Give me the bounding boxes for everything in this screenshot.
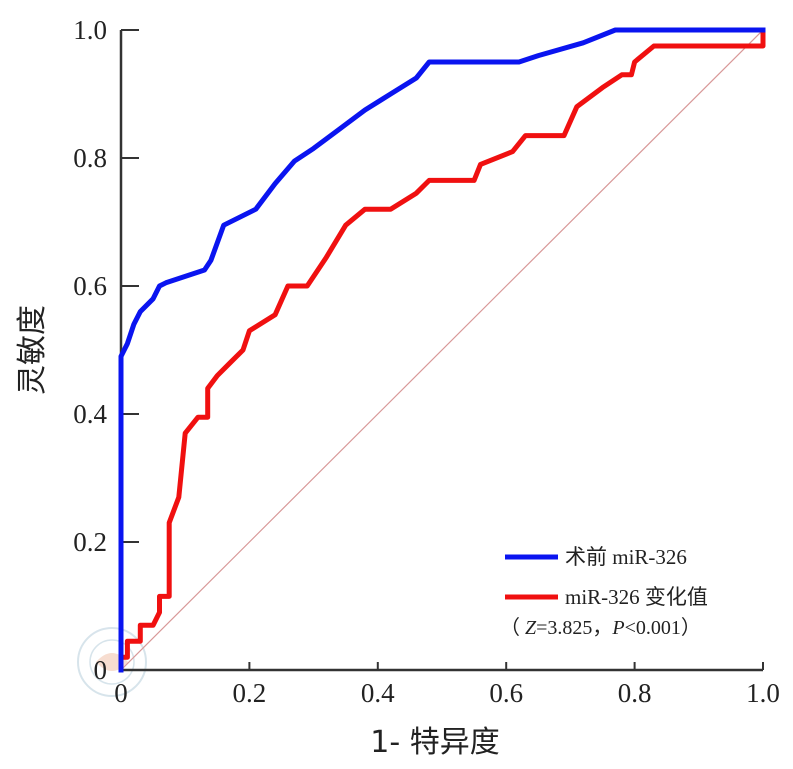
x-tick-label: 0.6 <box>489 678 523 708</box>
stat-annotation: （ Z=3.825，P<0.001） <box>500 616 701 639</box>
y-axis-title: 灵敏度 <box>15 305 50 395</box>
series-layer <box>118 27 766 673</box>
x-ticks: 0 0.2 0.4 0.6 0.8 1.0 <box>114 662 780 708</box>
series-line-change <box>118 27 766 673</box>
legend-label-change: miR-326 变化值 <box>565 585 708 609</box>
y-tick-label: 0 <box>94 655 108 685</box>
x-tick-label: 0.8 <box>618 678 652 708</box>
legend: 术前 miR-326 miR-326 变化值 （ Z=3.825，P<0.001… <box>500 545 708 639</box>
series-line-preop <box>118 27 766 673</box>
y-tick-label: 0.8 <box>73 143 107 173</box>
x-tick-label: 0.4 <box>361 678 395 708</box>
x-tick-label: 1.0 <box>746 678 780 708</box>
y-ticks: 0 0.2 0.4 0.6 0.8 1.0 <box>73 15 139 685</box>
watermark-seal <box>77 627 147 697</box>
legend-label-preop: 术前 miR-326 <box>565 545 687 569</box>
x-axis-title: 1- 特异度 <box>370 725 499 760</box>
y-tick-label: 0.6 <box>73 271 107 301</box>
y-tick-label: 1.0 <box>73 15 107 45</box>
x-tick-label: 0 <box>114 678 128 708</box>
x-tick-label: 0.2 <box>233 678 267 708</box>
reference-diagonal <box>120 29 764 671</box>
y-tick-label: 0.4 <box>73 399 107 429</box>
y-tick-label: 0.2 <box>73 527 107 557</box>
